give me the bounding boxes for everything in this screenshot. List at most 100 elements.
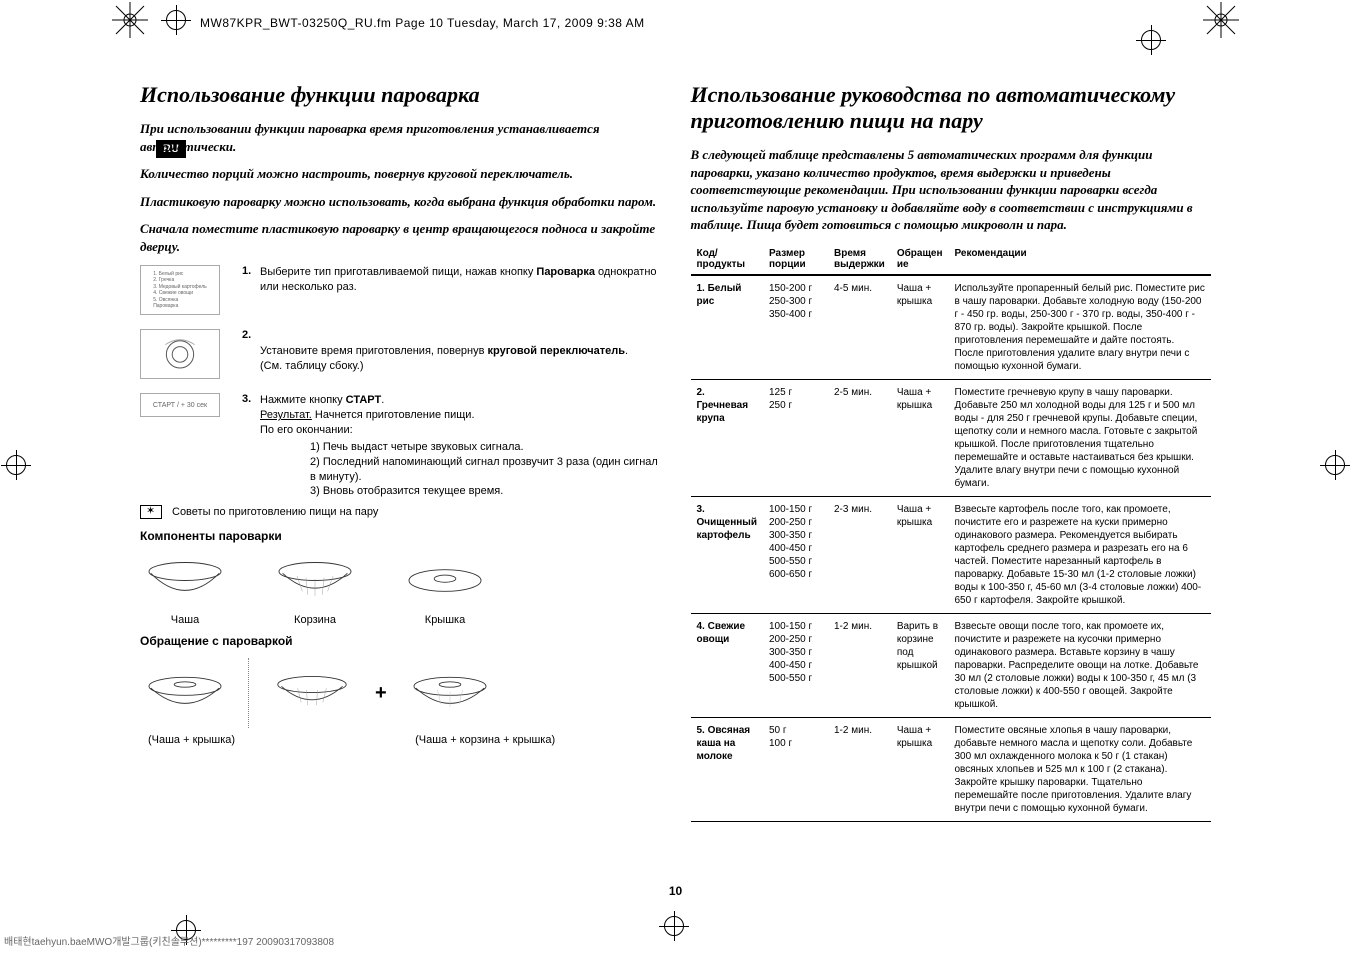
table-row: 1. Белый рис 150-200 г 250-300 г 350-400…	[691, 275, 1212, 380]
reg-mark-left-mid	[6, 455, 26, 475]
table-row: 5. Овсяная каша на молоке 50 г 100 г 1-2…	[691, 717, 1212, 821]
label: Крышка	[425, 614, 465, 626]
bowl-with-lid-icon-2	[405, 666, 495, 721]
th-code: Код/ продукты	[691, 244, 764, 275]
label: Корзина	[294, 614, 336, 626]
th-handle: Обращен ие	[891, 244, 949, 275]
label: Чаша	[171, 614, 199, 626]
text: Установите время приготовления, повернув	[260, 345, 488, 357]
cell-size: 50 г 100 г	[763, 717, 828, 821]
cell-code: 4. Свежие овощи	[691, 613, 764, 717]
right-title: Использование руководства по автоматичес…	[691, 82, 1212, 134]
step-list: 1. Белый рис 2. Гречка 3. Медовый картоф…	[140, 265, 661, 499]
component-basket: Корзина	[270, 553, 360, 626]
tips-row: Советы по приготовлению пищи на пару	[140, 505, 661, 519]
step-1-illustration: 1. Белый рис 2. Гречка 3. Медовый картоф…	[140, 265, 220, 315]
cell-code: 3. Очищенный картофель	[691, 496, 764, 613]
cell-size: 100-150 г 200-250 г 300-350 г 400-450 г …	[763, 496, 828, 613]
th-size: Размер порции	[763, 244, 828, 275]
cell-size: 100-150 г 200-250 г 300-350 г 400-450 г …	[763, 613, 828, 717]
text: Нажмите кнопку	[260, 394, 346, 406]
cell-code: 2. Гречневая крупа	[691, 379, 764, 496]
reg-mark-top-left	[166, 10, 186, 30]
step-2: 2. Установите время приготовления, повер…	[140, 329, 661, 379]
result-label: Результат.	[260, 409, 312, 421]
left-intro-2: Количество порций можно настроить, повер…	[140, 165, 661, 183]
cell-rec: Используйте пропаренный белый рис. Помес…	[949, 275, 1212, 380]
sub-1: 1) Печь выдаст четыре звуковых сигнала.	[310, 440, 661, 455]
components-title: Компоненты пароварки	[140, 529, 661, 543]
component-bowl: Чаша	[140, 553, 230, 626]
cell-time: 1-2 мин.	[828, 717, 891, 821]
cell-code: 5. Овсяная каша на молоке	[691, 717, 764, 821]
cell-rec: Поместите гречневую крупу в чашу паровар…	[949, 379, 1212, 496]
reg-mark-top-right	[1141, 30, 1161, 50]
step-text: Нажмите кнопку СТАРТ. Результат. Начнетс…	[260, 393, 661, 499]
step-1: 1. Белый рис 2. Гречка 3. Медовый картоф…	[140, 265, 661, 315]
bold: круговой переключатель	[488, 345, 625, 357]
step-number: 2.	[242, 329, 260, 341]
left-column: Использование функции пароварка При испо…	[140, 82, 661, 822]
cell-handle: Варить в корзине под крышкой	[891, 613, 949, 717]
cooking-table: Код/ продукты Размер порции Время выдерж…	[691, 244, 1212, 822]
bold: Пароварка	[536, 266, 595, 278]
left-intro-3: Пластиковую пароварку можно использовать…	[140, 193, 661, 211]
page-content: Использование функции пароварка При испо…	[140, 82, 1211, 822]
bottom-meta: 배태현taehyun.baeMWO개발그룹(키친솔루션)*********197…	[4, 933, 334, 948]
bold: СТАРТ	[346, 394, 382, 406]
right-intro: В следующей таблице представлены 5 автом…	[691, 146, 1212, 234]
handling-row: +	[140, 658, 661, 728]
handling-labels: (Чаша + крышка) (Чаша + корзина + крышка…	[140, 734, 661, 746]
label-1: (Чаша + крышка)	[148, 734, 235, 746]
sub-2: 2) Последний напоминающий сигнал прозвуч…	[310, 455, 661, 485]
cell-rec: Поместите овсяные хлопья в чашу пароварк…	[949, 717, 1212, 821]
th-rec: Рекомендации	[949, 244, 1212, 275]
left-intro-1: При использовании функции пароварка врем…	[140, 120, 661, 155]
cell-code: 1. Белый рис	[691, 275, 764, 380]
step-number: 1.	[242, 265, 260, 277]
cell-handle: Чаша + крышка	[891, 275, 949, 380]
cell-handle: Чаша + крышка	[891, 379, 949, 496]
step-number: 3.	[242, 393, 260, 405]
cell-time: 4-5 мин.	[828, 275, 891, 380]
tips-label: Советы по приготовлению пищи на пару	[172, 506, 378, 518]
basket-icon-small	[267, 666, 357, 721]
header-path: MW87KPR_BWT-03250Q_RU.fm Page 10 Tuesday…	[200, 16, 645, 30]
table-row: 3. Очищенный картофель 100-150 г 200-250…	[691, 496, 1212, 613]
right-column: Использование руководства по автоматичес…	[691, 82, 1212, 822]
reg-burst-top-right	[1201, 0, 1241, 40]
cell-handle: Чаша + крышка	[891, 496, 949, 613]
step-3-illustration: СТАРТ / + 30 сек	[140, 393, 220, 417]
cell-rec: Взвесьте картофель после того, как промо…	[949, 496, 1212, 613]
text: .	[381, 394, 384, 406]
bowl-with-lid-icon	[140, 666, 230, 721]
reg-mark-bottom-center	[664, 916, 684, 936]
table-row: 4. Свежие овощи 100-150 г 200-250 г 300-…	[691, 613, 1212, 717]
components-row: Чаша Корзина Крышка	[140, 553, 661, 626]
step-2-illustration	[140, 329, 220, 379]
page-number: 10	[669, 884, 682, 898]
cell-size: 150-200 г 250-300 г 350-400 г	[763, 275, 828, 380]
cell-size: 125 г 250 г	[763, 379, 828, 496]
left-title: Использование функции пароварка	[140, 82, 661, 108]
table-row: 2. Гречневая крупа 125 г 250 г 2-5 мин. …	[691, 379, 1212, 496]
component-lid: Крышка	[400, 553, 490, 626]
step-3: СТАРТ / + 30 сек 3. Нажмите кнопку СТАРТ…	[140, 393, 661, 499]
cell-time: 2-3 мин.	[828, 496, 891, 613]
th-time: Время выдержки	[828, 244, 891, 275]
plus-sign: +	[375, 682, 387, 705]
step-text: Установите время приготовления, повернув…	[260, 329, 661, 374]
reg-burst-top-left	[110, 0, 150, 40]
separator	[248, 658, 249, 728]
envelope-icon	[140, 505, 162, 519]
label-2: (Чаша + корзина + крышка)	[415, 734, 555, 746]
text: Выберите тип приготавливаемой пищи, нажа…	[260, 266, 536, 278]
step-text: Выберите тип приготавливаемой пищи, нажа…	[260, 265, 661, 295]
cell-time: 2-5 мин.	[828, 379, 891, 496]
cell-rec: Взвесьте овощи после того, как промоете …	[949, 613, 1212, 717]
cell-handle: Чаша + крышка	[891, 717, 949, 821]
handling-title: Обращение с пароваркой	[140, 634, 661, 648]
left-intro-4: Сначала поместите пластиковую пароварку …	[140, 220, 661, 255]
cell-time: 1-2 мин.	[828, 613, 891, 717]
sub-3: 3) Вновь отобразится текущее время.	[310, 484, 661, 499]
